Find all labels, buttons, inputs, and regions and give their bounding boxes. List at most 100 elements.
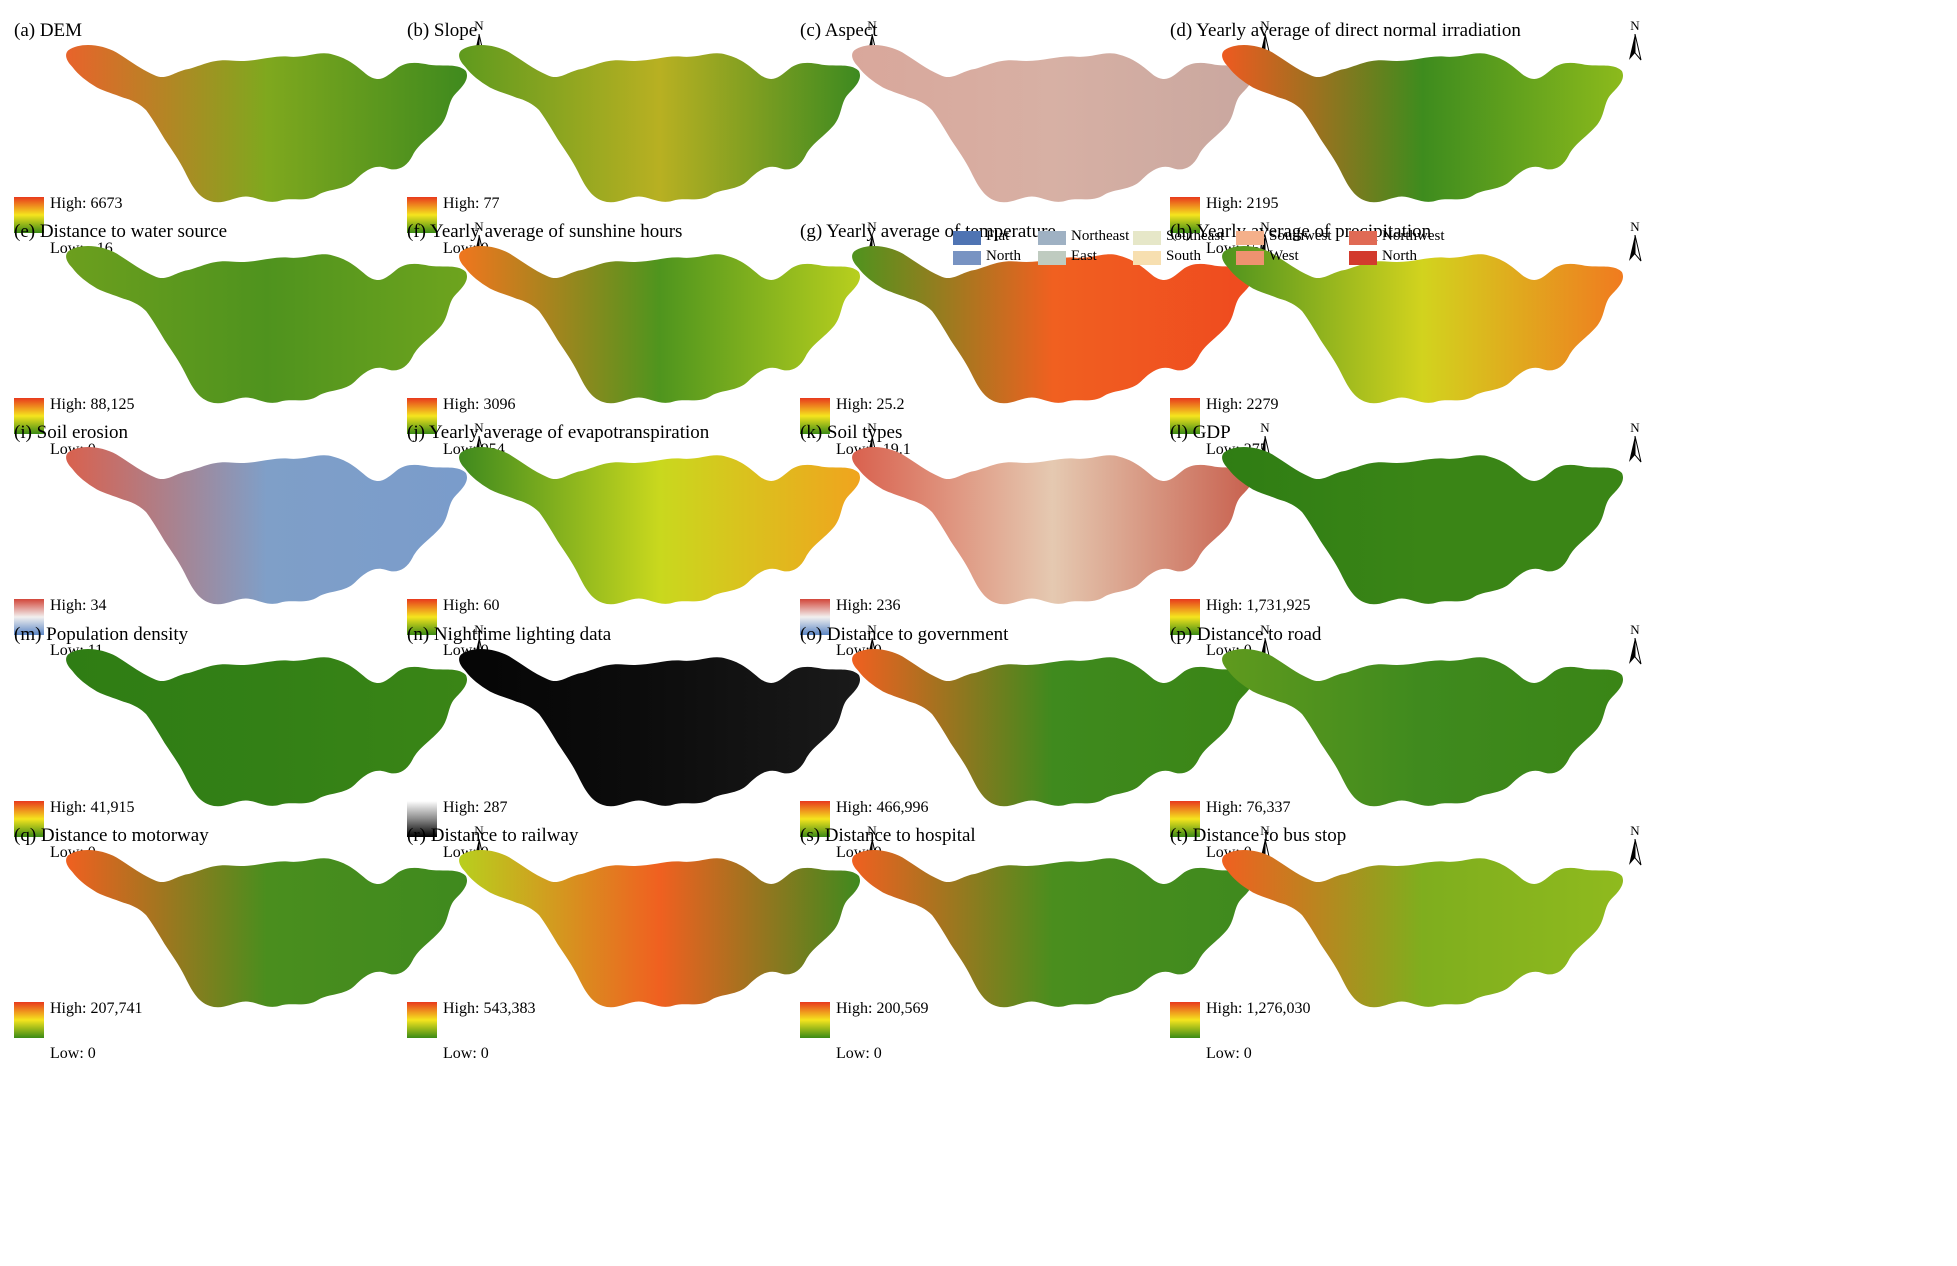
region-shape bbox=[1222, 246, 1624, 404]
panel-title: (s) Distance to hospital bbox=[800, 825, 976, 846]
aspect-legend: Flat North Northeast East Southeast South Sout… bbox=[953, 228, 1453, 276]
north-label: N bbox=[1260, 219, 1270, 234]
map-panel: (c) Aspect N bbox=[786, 0, 1275, 253]
map-panel: (g) Yearly average of temperature High: 2… bbox=[786, 201, 1275, 458]
map-panel: (m) Population density High: 41,915 Low: 0… bbox=[0, 604, 489, 861]
north-label: N bbox=[474, 420, 484, 435]
region-map bbox=[459, 246, 861, 404]
aspect-legend-swatch bbox=[1038, 251, 1066, 265]
aspect-legend-label: North bbox=[1382, 248, 1417, 264]
legend-high-label: High: 236 bbox=[836, 597, 901, 614]
region-shape bbox=[66, 246, 468, 404]
aspect-legend-label: Flat bbox=[986, 228, 1010, 244]
legend-high-label: High: 25.2 bbox=[836, 396, 905, 413]
north-arrow-icon: N bbox=[1626, 18, 1644, 64]
panel-title: (t) Distance to bus stop bbox=[1170, 825, 1347, 846]
panel-title: (l) GDP bbox=[1170, 422, 1231, 443]
legend-high-label: High: 34 bbox=[50, 597, 107, 614]
region-map bbox=[459, 45, 861, 203]
legend-high-label: High: 2279 bbox=[1206, 396, 1279, 413]
region-shape bbox=[1222, 45, 1624, 203]
north-label: N bbox=[1260, 18, 1270, 33]
north-label: N bbox=[867, 823, 877, 838]
region-map bbox=[66, 447, 468, 605]
legend-color-ramp bbox=[407, 398, 437, 434]
legend-color-ramp bbox=[407, 1002, 437, 1038]
panel-title: (p) Distance to road bbox=[1170, 624, 1322, 645]
panel-title: (i) Soil erosion bbox=[14, 422, 128, 443]
legend-high-label: High: 41,915 bbox=[50, 799, 135, 816]
region-shape bbox=[66, 447, 468, 605]
north-arrow-icon: N bbox=[1626, 219, 1644, 265]
region-map bbox=[459, 850, 861, 1008]
north-label: N bbox=[474, 18, 484, 33]
north-arrow-icon: N bbox=[1626, 622, 1644, 668]
region-map bbox=[1222, 649, 1624, 807]
aspect-legend-swatch bbox=[953, 251, 981, 265]
legend-color-ramp bbox=[1170, 801, 1200, 837]
legend-high-label: High: 207,741 bbox=[50, 1000, 143, 1017]
aspect-legend-label: Southwest bbox=[1269, 228, 1332, 244]
region-shape bbox=[459, 45, 861, 203]
aspect-legend-label: North bbox=[986, 248, 1021, 264]
legend-low-label: Low: 0 bbox=[443, 1045, 489, 1062]
aspect-legend-swatch bbox=[1349, 251, 1377, 265]
region-shape bbox=[1222, 649, 1624, 807]
north-arrow-icon: N bbox=[1626, 823, 1644, 869]
panel-title: (o) Distance to government bbox=[800, 624, 1009, 645]
region-map bbox=[852, 850, 1254, 1008]
north-label: N bbox=[1630, 18, 1640, 33]
legend-low-label: Low: 0 bbox=[1206, 1045, 1252, 1062]
region-map bbox=[66, 649, 468, 807]
legend-color-ramp bbox=[800, 801, 830, 837]
region-shape bbox=[1222, 447, 1624, 605]
legend-high-label: High: 200,569 bbox=[836, 1000, 929, 1017]
legend-high-label: High: 88,125 bbox=[50, 396, 135, 413]
north-label: N bbox=[867, 18, 877, 33]
legend-high-label: High: 60 bbox=[443, 597, 500, 614]
map-panel: (o) Distance to government High: 466,996 L… bbox=[786, 604, 1275, 861]
legend-color-ramp bbox=[1170, 398, 1200, 434]
region-map bbox=[1222, 45, 1624, 203]
region-shape bbox=[1222, 850, 1624, 1008]
legend-color-ramp bbox=[1170, 1002, 1200, 1038]
region-shape bbox=[459, 447, 861, 605]
region-shape bbox=[459, 649, 861, 807]
aspect-legend-label: Northeast bbox=[1071, 228, 1130, 244]
region-shape bbox=[459, 850, 861, 1008]
legend-high-label: High: 3096 bbox=[443, 396, 516, 413]
aspect-legend-swatch bbox=[1133, 231, 1161, 245]
panel-title: (a) DEM bbox=[14, 20, 83, 41]
aspect-legend-swatch bbox=[1349, 231, 1377, 245]
region-map bbox=[852, 246, 1254, 404]
legend-high-label: High: 1,731,925 bbox=[1206, 597, 1311, 614]
north-label: N bbox=[1260, 622, 1270, 637]
legend-high-label: High: 1,276,030 bbox=[1206, 1000, 1311, 1017]
aspect-legend-label: South bbox=[1166, 248, 1202, 264]
map-panel: (j) Yearly average of evapotranspiration… bbox=[393, 402, 882, 659]
legend-color-ramp bbox=[1170, 197, 1200, 233]
legend-high-label: High: 287 bbox=[443, 799, 508, 816]
north-label: N bbox=[1630, 622, 1640, 637]
legend-color-ramp bbox=[800, 398, 830, 434]
region-shape bbox=[852, 45, 1254, 203]
north-label: N bbox=[1630, 823, 1640, 838]
region-shape bbox=[852, 649, 1254, 807]
panel-title: (e) Distance to water source bbox=[14, 221, 228, 242]
region-shape bbox=[66, 850, 468, 1008]
panel-title: (g) Yearly average of temperature bbox=[800, 221, 1056, 242]
aspect-legend-label: West bbox=[1269, 248, 1299, 264]
legend-color-ramp bbox=[800, 1002, 830, 1038]
aspect-legend-swatch bbox=[953, 231, 981, 245]
legend-high-label: High: 76,337 bbox=[1206, 799, 1291, 816]
north-label: N bbox=[1630, 420, 1640, 435]
panel-title: (m) Population density bbox=[14, 624, 189, 645]
region-map bbox=[852, 649, 1254, 807]
panel-title: (b) Slope bbox=[407, 20, 478, 41]
legend-color-ramp bbox=[800, 599, 830, 635]
region-shape bbox=[852, 447, 1254, 605]
legend-high-label: High: 2195 bbox=[1206, 195, 1279, 212]
